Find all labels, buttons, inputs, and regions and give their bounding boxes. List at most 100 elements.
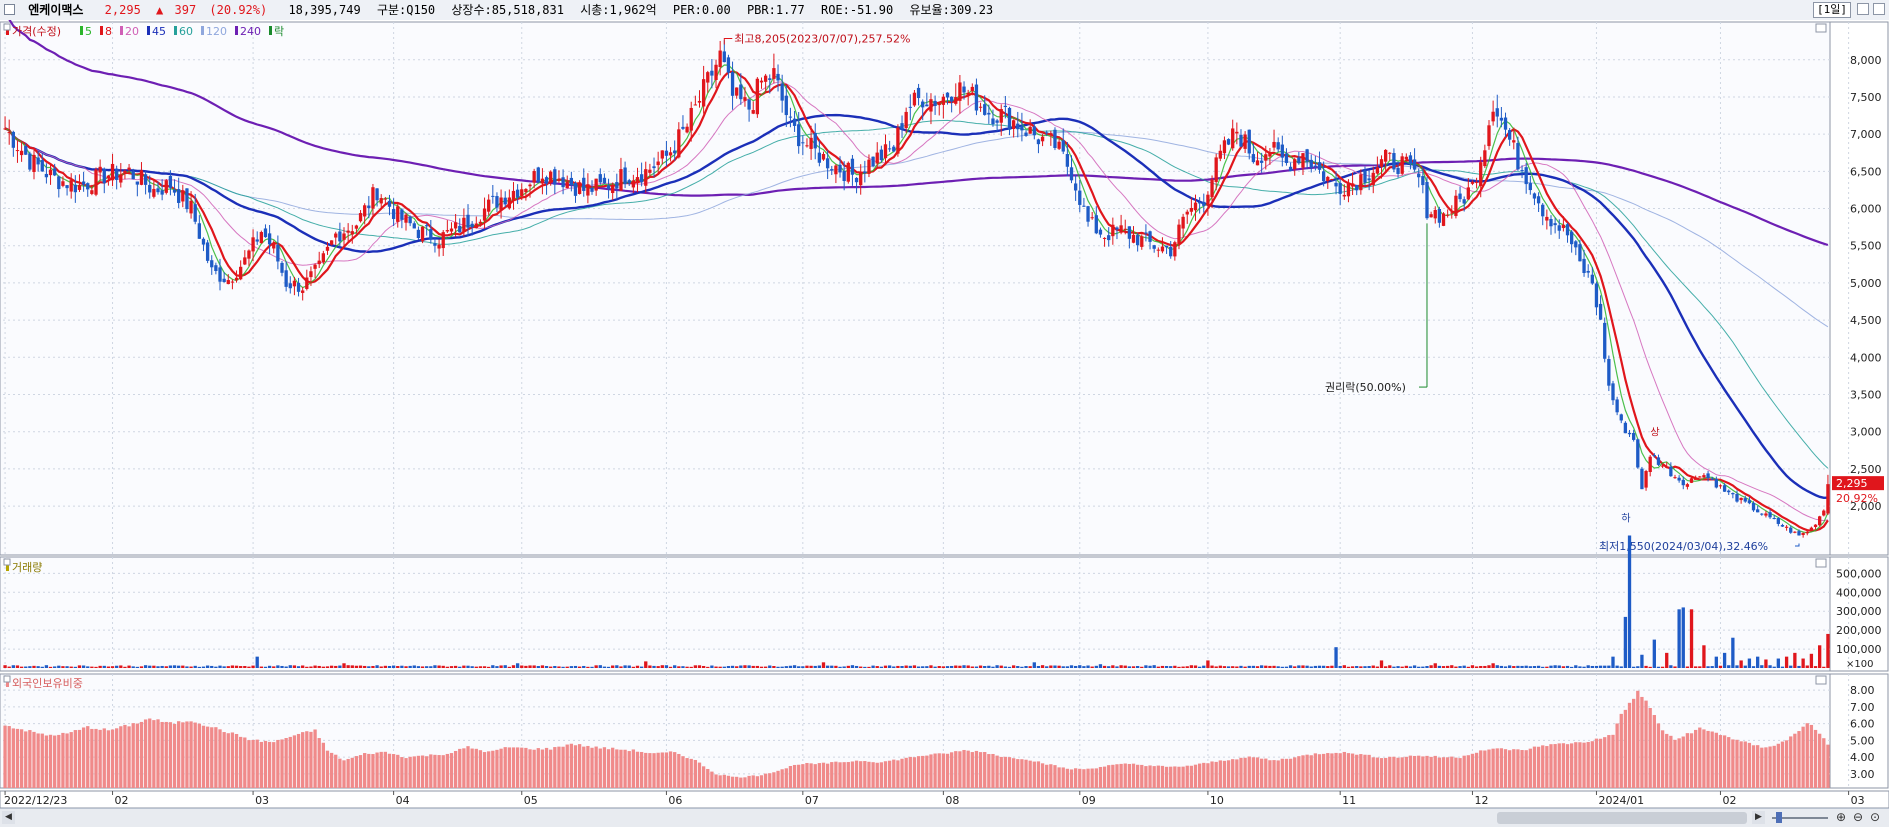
- zoom-slider[interactable]: [1772, 817, 1828, 819]
- foreign-bar: [148, 718, 152, 788]
- volume-bar: [487, 666, 491, 668]
- volume-bar: [391, 665, 396, 668]
- candle: [1735, 493, 1739, 502]
- zoom-slider-handle[interactable]: [1776, 812, 1782, 823]
- candle: [1317, 162, 1322, 170]
- volume-bar: [234, 665, 239, 668]
- foreign-bar: [1264, 758, 1268, 788]
- volume-bar: [648, 665, 652, 668]
- volume-bar: [1417, 666, 1421, 668]
- select-checkbox[interactable]: [4, 4, 15, 15]
- candle: [871, 156, 875, 167]
- candle: [991, 118, 995, 125]
- candle: [110, 163, 115, 181]
- foreign-bar: [19, 729, 24, 788]
- volume-bar: [1718, 665, 1723, 668]
- scroll-thumb[interactable]: [1497, 812, 1747, 824]
- volume-bar: [937, 666, 941, 668]
- candle: [677, 129, 681, 158]
- candle: [44, 173, 49, 178]
- volume-bar: [218, 665, 222, 668]
- ma-legend-label: 8: [105, 25, 112, 38]
- zoom-out-icon[interactable]: ⊖: [1852, 810, 1864, 824]
- foreign-bar: [1598, 738, 1603, 788]
- volume-bar: [631, 666, 636, 668]
- candle: [524, 188, 528, 193]
- volume-bar: [425, 666, 429, 668]
- candle: [1756, 509, 1760, 513]
- candle: [425, 225, 429, 227]
- candle: [325, 246, 330, 251]
- foreign-bar: [978, 752, 983, 788]
- foreign-bar: [329, 752, 334, 788]
- candle: [379, 198, 383, 204]
- zoom-reset-icon[interactable]: ⊙: [1869, 810, 1881, 824]
- volume-bar: [172, 665, 177, 668]
- candle: [251, 237, 255, 252]
- volume-legend-mark: [6, 562, 9, 571]
- price-axis: [1829, 21, 1889, 556]
- candle: [1218, 150, 1222, 159]
- foreign-bar: [714, 774, 718, 788]
- price-tag-value: 2,295: [1836, 477, 1868, 490]
- volume-bar: [1309, 666, 1313, 668]
- foreign-bar: [3, 725, 7, 788]
- foreign-bar: [825, 763, 830, 788]
- scroll-left-icon[interactable]: ◀: [2, 811, 15, 824]
- period-selector[interactable]: [1일]: [1813, 2, 1851, 18]
- volume-bar: [1793, 652, 1797, 668]
- candle: [222, 278, 226, 283]
- candle: [1181, 216, 1185, 229]
- foreign-bar: [1793, 733, 1797, 788]
- volume-bar: [792, 665, 797, 668]
- foreign-bar: [1809, 724, 1814, 788]
- candle: [321, 253, 325, 263]
- candle: [164, 180, 168, 193]
- volume-bar: [342, 663, 346, 668]
- candle: [1718, 485, 1723, 487]
- foreign-bar: [652, 753, 656, 788]
- candle: [466, 214, 470, 228]
- foreign-bar: [1520, 750, 1524, 788]
- foreign-bar: [437, 755, 441, 788]
- zoom-in-icon[interactable]: ⊕: [1835, 810, 1847, 824]
- candle: [949, 96, 954, 102]
- candle: [143, 174, 148, 185]
- candle: [1429, 214, 1433, 218]
- candle: [883, 144, 888, 159]
- candle: [214, 265, 218, 272]
- foreign-bar: [263, 740, 268, 788]
- candle: [664, 150, 669, 156]
- foreign-bar: [1685, 733, 1690, 788]
- chart-area[interactable]: 8,000 7,500 7,000 6,500 6,000 5,500 5,000 4,500…: [0, 20, 1889, 808]
- volume-bar: [1239, 665, 1243, 668]
- price-tag-pct: 20.92%: [1836, 492, 1878, 505]
- foreign-bar: [615, 749, 619, 788]
- scroll-right-icon[interactable]: ▶: [1752, 811, 1765, 824]
- close-button[interactable]: [1873, 3, 1885, 15]
- foreign-bar: [1454, 757, 1458, 788]
- volume-bar: [1536, 665, 1541, 668]
- candle: [1780, 524, 1785, 527]
- candle: [396, 206, 400, 222]
- foreign-bar: [135, 723, 139, 788]
- volume-bar: [788, 665, 793, 668]
- candle: [338, 231, 342, 242]
- foreign-bar: [1255, 757, 1260, 788]
- candle: [999, 109, 1003, 123]
- foreign-bar: [48, 734, 53, 788]
- volume-bar: [53, 666, 57, 668]
- foreign-bar: [1293, 757, 1297, 788]
- candle: [400, 209, 404, 220]
- volume-bar: [1656, 666, 1661, 668]
- candle: [850, 158, 855, 175]
- volume-bar: [408, 665, 412, 668]
- candle: [635, 177, 640, 184]
- chart-scrollbar[interactable]: ◀ ▶ ⊕ ⊖ ⊙: [0, 808, 1889, 827]
- foreign-bar: [94, 728, 98, 788]
- foreign-bar: [644, 752, 648, 788]
- candle: [755, 78, 760, 115]
- candle: [181, 190, 185, 202]
- minimize-button[interactable]: [1857, 3, 1869, 15]
- foreign-bar: [511, 747, 516, 788]
